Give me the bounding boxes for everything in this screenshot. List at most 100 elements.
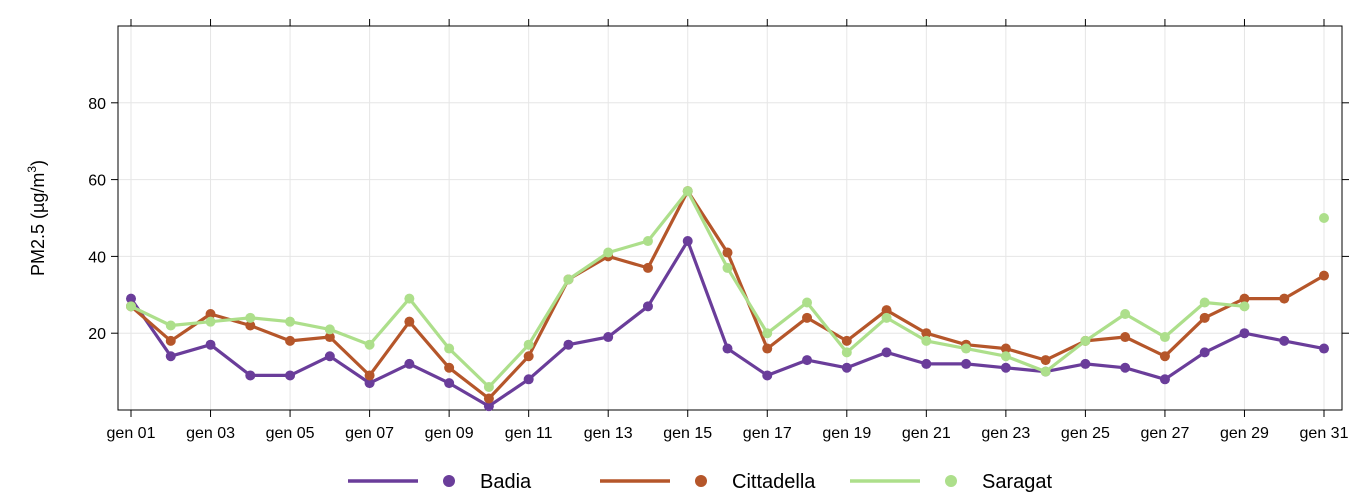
data-point-saragat bbox=[126, 301, 136, 312]
data-point-saragat bbox=[324, 324, 335, 335]
x-tick-label: gen 19 bbox=[822, 425, 871, 442]
data-point-cittadella bbox=[1279, 293, 1290, 304]
data-point-badia bbox=[1279, 335, 1290, 346]
y-axis-title: PM2.5 (µg/m3) bbox=[25, 160, 48, 276]
data-point-saragat bbox=[523, 339, 534, 350]
data-point-saragat bbox=[205, 316, 216, 327]
data-point-badia bbox=[404, 358, 415, 369]
y-tick-label: 60 bbox=[88, 173, 106, 190]
y-tick-label: 40 bbox=[88, 249, 106, 266]
data-point-badia bbox=[205, 339, 216, 350]
data-point-saragat bbox=[722, 262, 733, 273]
data-point-cittadella bbox=[324, 332, 335, 343]
data-point-saragat bbox=[961, 343, 972, 354]
data-point-badia bbox=[245, 370, 256, 381]
data-point-badia bbox=[563, 339, 574, 350]
data-point-badia bbox=[1120, 362, 1131, 373]
data-point-badia bbox=[802, 355, 813, 366]
data-point-saragat bbox=[364, 339, 375, 350]
data-point-cittadella bbox=[642, 262, 653, 273]
data-point-saragat bbox=[762, 328, 773, 339]
x-tick-label: gen 05 bbox=[266, 425, 315, 442]
data-point-saragat bbox=[285, 316, 296, 327]
x-tick-label: gen 09 bbox=[425, 425, 474, 442]
data-point-cittadella bbox=[165, 335, 176, 346]
x-tick-label: gen 17 bbox=[743, 425, 792, 442]
data-point-badia bbox=[1319, 343, 1329, 354]
data-point-badia bbox=[364, 378, 375, 389]
data-point-badia bbox=[444, 378, 455, 389]
axes: 20 40 60 80 gen 01 gen 03 gen 05 gen 07 gen 09 ge… bbox=[88, 19, 1349, 442]
x-tick-label: gen 21 bbox=[902, 425, 951, 442]
data-point-badia bbox=[483, 401, 494, 412]
y-tick-label: 20 bbox=[88, 326, 106, 343]
x-tick-label: gen 11 bbox=[505, 425, 553, 442]
data-point-badia bbox=[1080, 358, 1091, 369]
data-point-saragat bbox=[841, 347, 852, 358]
data-point-badia bbox=[1000, 362, 1011, 373]
series-cittadella bbox=[126, 186, 1329, 404]
data-point-saragat bbox=[881, 312, 892, 323]
data-point-cittadella bbox=[1040, 355, 1051, 366]
data-point-saragat bbox=[642, 236, 653, 247]
legend-marker-saragat bbox=[945, 475, 957, 487]
data-point-badia bbox=[762, 370, 773, 381]
data-point-saragat bbox=[1120, 309, 1131, 319]
data-point-cittadella bbox=[404, 316, 415, 327]
data-point-badia bbox=[285, 370, 296, 381]
data-point-badia bbox=[324, 351, 335, 362]
data-point-cittadella bbox=[802, 312, 813, 323]
x-tick-label: gen 23 bbox=[981, 425, 1030, 442]
x-tick-label: gen 25 bbox=[1061, 425, 1110, 442]
data-point-saragat bbox=[1199, 297, 1210, 308]
data-point-cittadella bbox=[841, 335, 852, 346]
data-point-saragat bbox=[245, 312, 256, 323]
data-point-badia bbox=[921, 358, 932, 369]
x-tick-label: gen 07 bbox=[345, 425, 394, 442]
data-point-cittadella bbox=[1159, 351, 1170, 362]
data-point-badia bbox=[523, 374, 534, 385]
data-point-saragat bbox=[165, 320, 176, 331]
data-point-saragat bbox=[1040, 366, 1051, 377]
x-tick-label: gen 31 bbox=[1300, 425, 1349, 442]
grid-lines bbox=[118, 26, 1342, 410]
data-point-cittadella bbox=[881, 305, 892, 316]
data-point-cittadella bbox=[1319, 270, 1329, 281]
legend-label-badia: Badia bbox=[480, 471, 532, 493]
data-point-saragat bbox=[1159, 332, 1170, 343]
data-point-cittadella bbox=[1120, 332, 1131, 343]
plot-frame bbox=[117, 25, 1343, 411]
data-point-badia bbox=[841, 362, 852, 373]
data-point-cittadella bbox=[444, 362, 455, 373]
series-line-saragat bbox=[131, 191, 1324, 387]
data-point-cittadella bbox=[285, 335, 296, 346]
x-tick-label: gen 15 bbox=[663, 425, 712, 442]
data-point-cittadella bbox=[722, 247, 733, 258]
data-point-cittadella bbox=[483, 393, 494, 404]
data-point-cittadella bbox=[245, 320, 256, 331]
data-point-badia bbox=[126, 293, 136, 304]
data-point-badia bbox=[961, 358, 972, 369]
y-tick-label: 80 bbox=[88, 96, 106, 113]
x-tick-label: gen 29 bbox=[1220, 425, 1269, 442]
legend-item-cittadella: Cittadella bbox=[600, 471, 816, 493]
series-saragat bbox=[126, 186, 1329, 392]
data-point-cittadella bbox=[1199, 312, 1210, 323]
data-point-badia bbox=[881, 347, 892, 358]
series-group bbox=[126, 186, 1329, 412]
legend-label-saragat: Saragat bbox=[982, 471, 1052, 493]
legend: Badia Cittadella Saragat bbox=[348, 471, 1052, 493]
data-point-cittadella bbox=[762, 343, 773, 354]
x-tick-label: gen 01 bbox=[107, 425, 156, 442]
data-point-saragat bbox=[563, 274, 574, 285]
data-point-saragat bbox=[603, 247, 614, 258]
legend-item-badia: Badia bbox=[348, 471, 532, 493]
data-point-cittadella bbox=[1000, 343, 1011, 354]
data-point-badia bbox=[642, 301, 653, 312]
data-point-badia bbox=[603, 332, 614, 343]
x-tick-label: gen 13 bbox=[584, 425, 633, 442]
data-point-saragat bbox=[444, 343, 455, 354]
data-point-cittadella bbox=[205, 309, 216, 319]
x-tick-label: gen 03 bbox=[186, 425, 235, 442]
data-point-badia bbox=[1199, 347, 1210, 358]
